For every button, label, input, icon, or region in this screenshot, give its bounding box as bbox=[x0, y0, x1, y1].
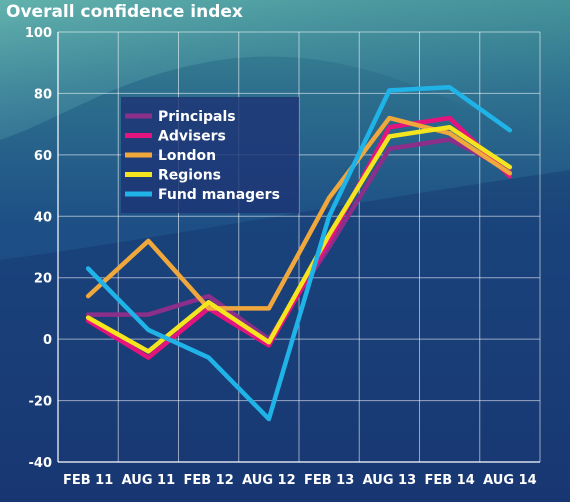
y-tick-label: -20 bbox=[29, 395, 53, 410]
x-tick-label: AUG 14 bbox=[483, 473, 537, 488]
x-tick-label: AUG 13 bbox=[363, 473, 417, 488]
y-tick-label: 100 bbox=[25, 26, 52, 41]
y-tick-label: -40 bbox=[29, 456, 53, 471]
y-tick-label: 0 bbox=[43, 333, 52, 348]
series-line-advisers bbox=[85, 115, 513, 360]
y-tick-label: 40 bbox=[34, 210, 52, 225]
x-tick-label: FEB 13 bbox=[304, 473, 354, 488]
legend-label-london: London bbox=[158, 148, 216, 164]
x-tick-label: FEB 11 bbox=[63, 473, 113, 488]
background-wave-shade bbox=[0, 170, 570, 502]
legend-label-advisers: Advisers bbox=[158, 129, 226, 145]
x-axis-ticks: FEB 11 AUG 11 FEB 12 AUG 12 FEB 13 AUG 13 FEB … bbox=[63, 473, 537, 488]
y-axis-ticks: 100 80 60 40 20 0 -20 -40 bbox=[25, 26, 52, 471]
x-tick-label: AUG 11 bbox=[122, 473, 176, 488]
series-line-fund-managers bbox=[85, 85, 513, 422]
chart-title: Overall confidence index bbox=[6, 2, 243, 22]
legend-label-fund-managers: Fund managers bbox=[158, 187, 280, 203]
y-tick-label: 80 bbox=[34, 87, 52, 102]
series-line-regions bbox=[85, 124, 513, 354]
series-lines bbox=[85, 85, 513, 422]
y-tick-label: 20 bbox=[34, 272, 52, 287]
legend-label-principals: Principals bbox=[158, 109, 236, 125]
x-tick-label: FEB 12 bbox=[183, 473, 233, 488]
y-tick-label: 60 bbox=[34, 149, 52, 164]
background-wave bbox=[0, 0, 570, 150]
x-tick-label: FEB 14 bbox=[424, 473, 474, 488]
legend-label-regions: Regions bbox=[158, 168, 221, 184]
legend: Principals Advisers London Regions Fund mana… bbox=[125, 109, 280, 203]
x-tick-label: AUG 12 bbox=[242, 473, 296, 488]
